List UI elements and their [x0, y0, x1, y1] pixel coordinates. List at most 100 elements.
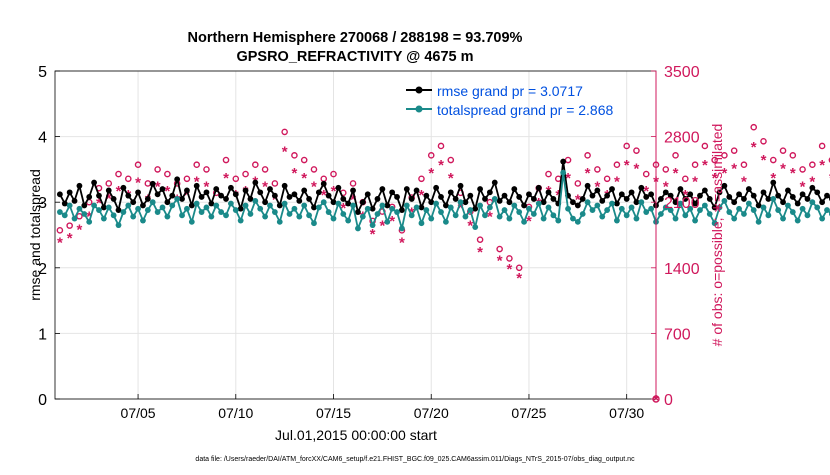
obs-assimilated-point: *: [311, 178, 317, 195]
rmse-point: [526, 191, 532, 198]
totalspread-point: [428, 215, 435, 222]
totalspread-point: [594, 202, 601, 209]
rmse-point: [438, 194, 444, 200]
totalspread-point: [511, 202, 518, 209]
totalspread-point: [491, 196, 498, 202]
obs-assimilated-point: *: [194, 174, 200, 191]
rmse-point: [154, 191, 161, 198]
obs-assimilated-point: *: [340, 200, 346, 217]
totalspread-point: [540, 215, 547, 222]
y-left-tick-label: 4: [38, 130, 47, 147]
obs-assimilated-point: *: [116, 183, 122, 200]
rmse-point: [198, 194, 205, 200]
footer-data-file: data file: /Users/raeder/DAI/ATM_forcXX/…: [195, 456, 635, 463]
obs-assimilated-point: *: [829, 170, 830, 187]
rmse-point: [418, 204, 425, 211]
totalspread-point: [193, 200, 200, 207]
obs-possible-point: [545, 170, 552, 178]
obs-assimilated-point: *: [67, 230, 73, 247]
obs-possible-point: [300, 156, 308, 164]
totalspread-point: [506, 215, 513, 222]
rmse-point: [296, 197, 303, 204]
obs-possible-point: [506, 255, 513, 262]
rmse-point: [442, 202, 449, 209]
totalspread-point: [711, 220, 718, 227]
obs-possible-point: [779, 147, 787, 154]
totalspread-point: [413, 204, 420, 211]
totalspread-point: [218, 209, 225, 215]
rmse-point: [472, 205, 479, 212]
rmse-point: [545, 189, 552, 196]
rmse-point: [179, 196, 185, 202]
rmse-point: [369, 205, 376, 212]
y-left-tick-label: 5: [38, 64, 47, 81]
totalspread-point: [662, 204, 669, 211]
obs-assimilated-point: *: [614, 174, 620, 191]
totalspread-point: [403, 202, 410, 209]
obs-possible-point: [261, 166, 269, 173]
obs-possible-point: [740, 161, 748, 169]
rmse-point: [765, 196, 772, 202]
rmse-point: [780, 199, 786, 206]
rmse-point: [462, 199, 469, 206]
rmse-point: [91, 179, 97, 186]
rmse-point: [237, 205, 244, 212]
totalspread-point: [599, 213, 606, 220]
totalspread-point: [731, 215, 738, 222]
totalspread-point: [457, 199, 464, 206]
obs-possible-point: [584, 152, 591, 159]
rmse-point: [560, 158, 567, 165]
rmse-point: [609, 186, 615, 192]
rmse-point: [511, 186, 518, 192]
totalspread-point: [794, 217, 801, 224]
totalspread-point: [394, 209, 400, 215]
obs-possible-point: [242, 170, 249, 178]
obs-assimilated-point: *: [673, 165, 679, 182]
obs-assimilated-point: *: [634, 161, 640, 178]
rmse-point: [291, 191, 298, 198]
rmse-point: [726, 194, 733, 200]
obs-possible-point: [789, 152, 797, 159]
rmse-point: [228, 184, 234, 191]
obs-assimilated-point: *: [800, 178, 806, 195]
totalspread-point: [726, 209, 733, 215]
totalspread-point: [223, 212, 229, 219]
rmse-point: [794, 200, 801, 207]
rmse-point: [257, 189, 264, 196]
totalspread-point: [320, 199, 327, 206]
rmse-point: [184, 187, 190, 194]
totalspread-point: [643, 209, 650, 215]
rmse-point: [140, 202, 146, 209]
totalspread-point: [716, 204, 723, 211]
rmse-point: [408, 196, 415, 202]
obs-assimilated-point: *: [497, 252, 503, 269]
rmse-point: [76, 182, 83, 189]
obs-assimilated-point: *: [819, 157, 825, 174]
obs-possible-point: [662, 166, 670, 173]
totalspread-point: [701, 202, 708, 209]
totalspread-point: [486, 204, 493, 211]
obs-possible-point: [701, 142, 709, 150]
obs-possible-point: [711, 156, 718, 164]
totalspread-point: [125, 202, 132, 209]
rmse-point: [61, 200, 68, 207]
rmse-point: [96, 192, 102, 199]
x-tick-label: 07/15: [316, 405, 351, 421]
totalspread-point: [706, 211, 713, 217]
obs-assimilated-point: *: [506, 261, 512, 278]
totalspread-point: [374, 211, 381, 217]
obs-possible-point: [418, 175, 425, 183]
obs-possible-point: [124, 175, 132, 183]
rmse-point: [599, 197, 606, 204]
obs-assimilated-point: *: [184, 187, 190, 204]
totalspread-point: [242, 202, 249, 209]
obs-assimilated-point: *: [77, 221, 83, 238]
y-right-tick-label: 3500: [664, 64, 700, 81]
rmse-point: [785, 187, 791, 194]
totalspread-point: [814, 204, 821, 211]
obs-possible-point: [476, 236, 484, 243]
obs-assimilated-point: *: [780, 161, 786, 178]
obs-assimilated-point: *: [751, 139, 757, 156]
obs-assimilated-point: *: [516, 270, 522, 287]
rmse-point: [745, 186, 752, 192]
